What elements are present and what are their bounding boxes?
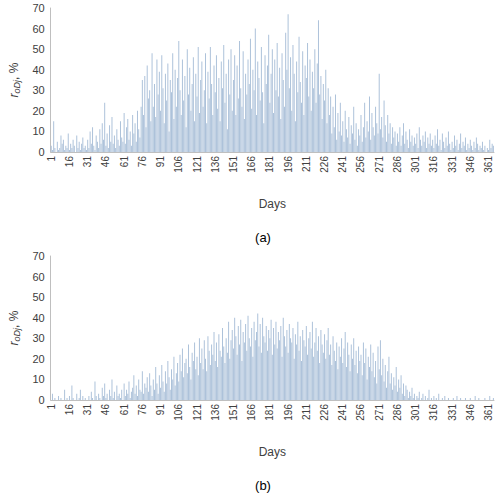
svg-text:256: 256 [355, 404, 366, 421]
svg-text:106: 106 [173, 156, 184, 173]
svg-text:316: 316 [428, 404, 439, 421]
svg-text:20: 20 [32, 353, 44, 365]
svg-text:16: 16 [64, 404, 75, 416]
svg-text:60: 60 [32, 271, 44, 283]
svg-text:0: 0 [39, 394, 45, 406]
svg-text:oDj: oDj [12, 327, 22, 342]
svg-text:40: 40 [32, 64, 44, 76]
svg-text:256: 256 [355, 156, 366, 173]
svg-text:31: 31 [82, 156, 93, 168]
svg-text:70: 70 [32, 250, 44, 262]
svg-text:r: r [7, 93, 21, 98]
svg-text:301: 301 [410, 404, 421, 421]
svg-text:361: 361 [483, 404, 494, 421]
svg-text:136: 136 [210, 404, 221, 421]
svg-text:151: 151 [228, 156, 239, 173]
svg-text:361: 361 [483, 156, 494, 173]
svg-text:Days: Days [259, 197, 286, 211]
svg-text:61: 61 [119, 156, 130, 168]
svg-text:346: 346 [465, 404, 476, 421]
svg-text:316: 316 [428, 156, 439, 173]
svg-text:30: 30 [32, 332, 44, 344]
svg-text:166: 166 [246, 156, 257, 173]
svg-text:181: 181 [264, 156, 275, 173]
svg-text:226: 226 [319, 404, 330, 421]
svg-text:30: 30 [32, 84, 44, 96]
svg-text:196: 196 [283, 404, 294, 421]
svg-text:136: 136 [210, 156, 221, 173]
svg-text:211: 211 [301, 404, 312, 420]
svg-text:10: 10 [32, 373, 44, 385]
svg-text:1: 1 [46, 156, 57, 162]
svg-text:76: 76 [137, 156, 148, 168]
svg-text:121: 121 [192, 404, 203, 421]
svg-text:91: 91 [155, 404, 166, 416]
svg-text:Days: Days [259, 445, 286, 459]
svg-text:r: r [7, 341, 21, 346]
svg-text:1: 1 [46, 404, 57, 410]
svg-text:271: 271 [374, 404, 385, 421]
svg-text:151: 151 [228, 404, 239, 421]
svg-text:106: 106 [173, 404, 184, 421]
svg-text:76: 76 [137, 404, 148, 416]
svg-text:46: 46 [100, 404, 111, 416]
svg-text:271: 271 [374, 156, 385, 173]
svg-text:346: 346 [465, 156, 476, 173]
svg-text:211: 211 [301, 156, 312, 172]
svg-text:181: 181 [264, 404, 275, 421]
svg-text:91: 91 [155, 156, 166, 168]
svg-text:241: 241 [337, 404, 348, 421]
svg-text:, %: , % [7, 310, 21, 328]
svg-text:301: 301 [410, 156, 421, 173]
svg-text:0: 0 [39, 146, 45, 158]
svg-text:61: 61 [119, 404, 130, 416]
svg-text:286: 286 [392, 156, 403, 173]
svg-text:(b): (b) [255, 478, 271, 493]
svg-text:31: 31 [82, 404, 93, 416]
svg-text:331: 331 [447, 156, 458, 173]
svg-text:196: 196 [283, 156, 294, 173]
svg-text:oDj: oDj [12, 79, 22, 94]
svg-text:50: 50 [32, 291, 44, 303]
svg-text:241: 241 [337, 156, 348, 173]
svg-text:20: 20 [32, 105, 44, 117]
svg-text:, %: , % [7, 62, 21, 80]
svg-text:(a): (a) [255, 230, 271, 245]
svg-text:46: 46 [100, 156, 111, 168]
svg-text:70: 70 [32, 2, 44, 14]
svg-text:50: 50 [32, 43, 44, 55]
svg-text:16: 16 [64, 156, 75, 168]
svg-text:226: 226 [319, 156, 330, 173]
svg-text:331: 331 [447, 404, 458, 421]
svg-text:10: 10 [32, 125, 44, 137]
svg-text:60: 60 [32, 23, 44, 35]
svg-text:40: 40 [32, 312, 44, 324]
svg-text:286: 286 [392, 404, 403, 421]
svg-text:121: 121 [192, 156, 203, 173]
svg-text:166: 166 [246, 404, 257, 421]
